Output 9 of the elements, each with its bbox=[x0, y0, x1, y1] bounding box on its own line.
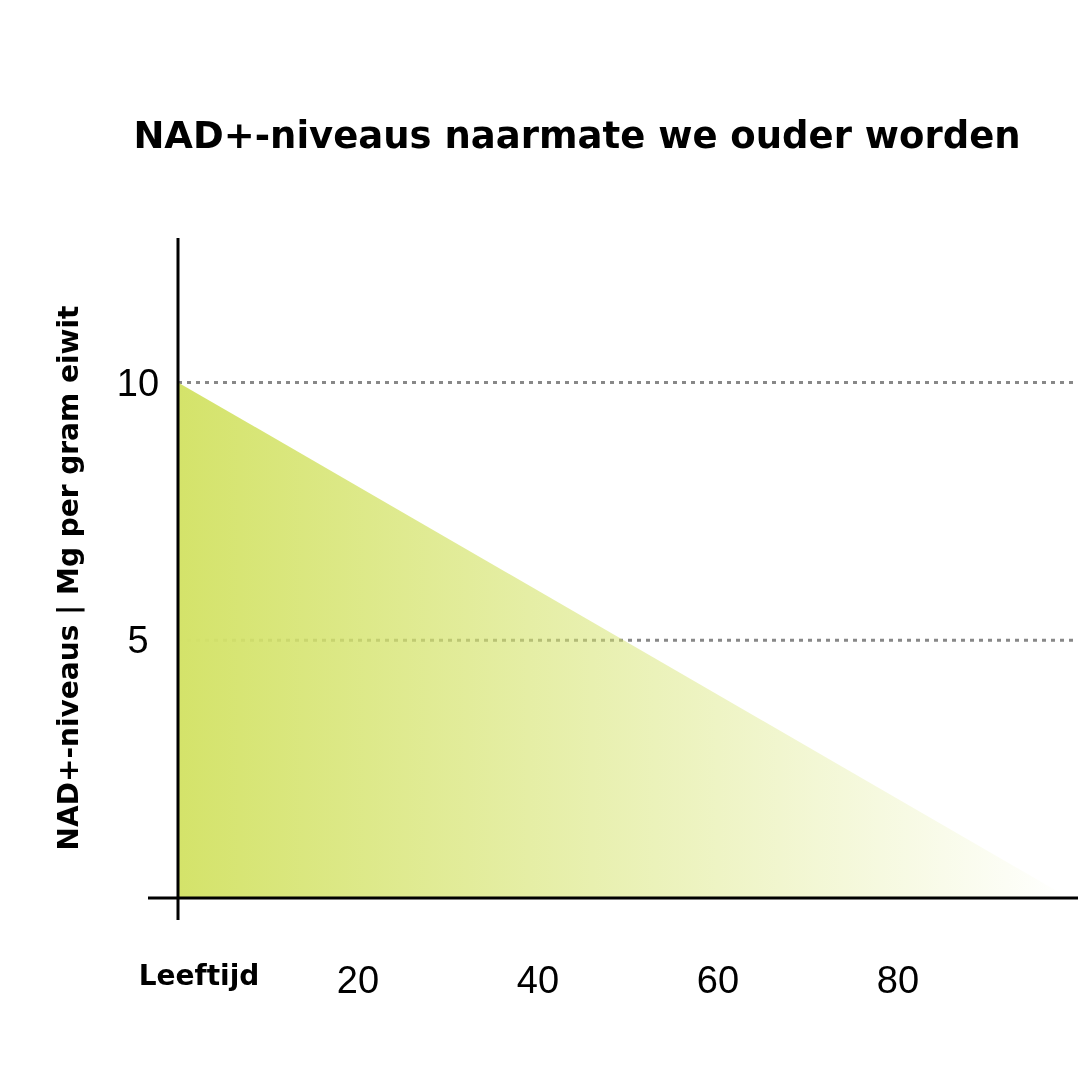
x-tick-label: 60 bbox=[696, 959, 740, 1001]
x-tick-label: 40 bbox=[516, 959, 560, 1001]
chart-title: NAD+-niveaus naarmate we ouder worden bbox=[133, 114, 1021, 157]
y-tick-label: 10 bbox=[116, 361, 160, 404]
x-tick-label: 20 bbox=[336, 959, 380, 1001]
x-axis-title: Leeftijd bbox=[138, 959, 260, 992]
x-tick-label: 80 bbox=[876, 959, 920, 1001]
y-axis-title: NAD+-niveaus | Mg per gram eiwit bbox=[52, 305, 85, 851]
y-tick-label: 5 bbox=[127, 619, 149, 662]
